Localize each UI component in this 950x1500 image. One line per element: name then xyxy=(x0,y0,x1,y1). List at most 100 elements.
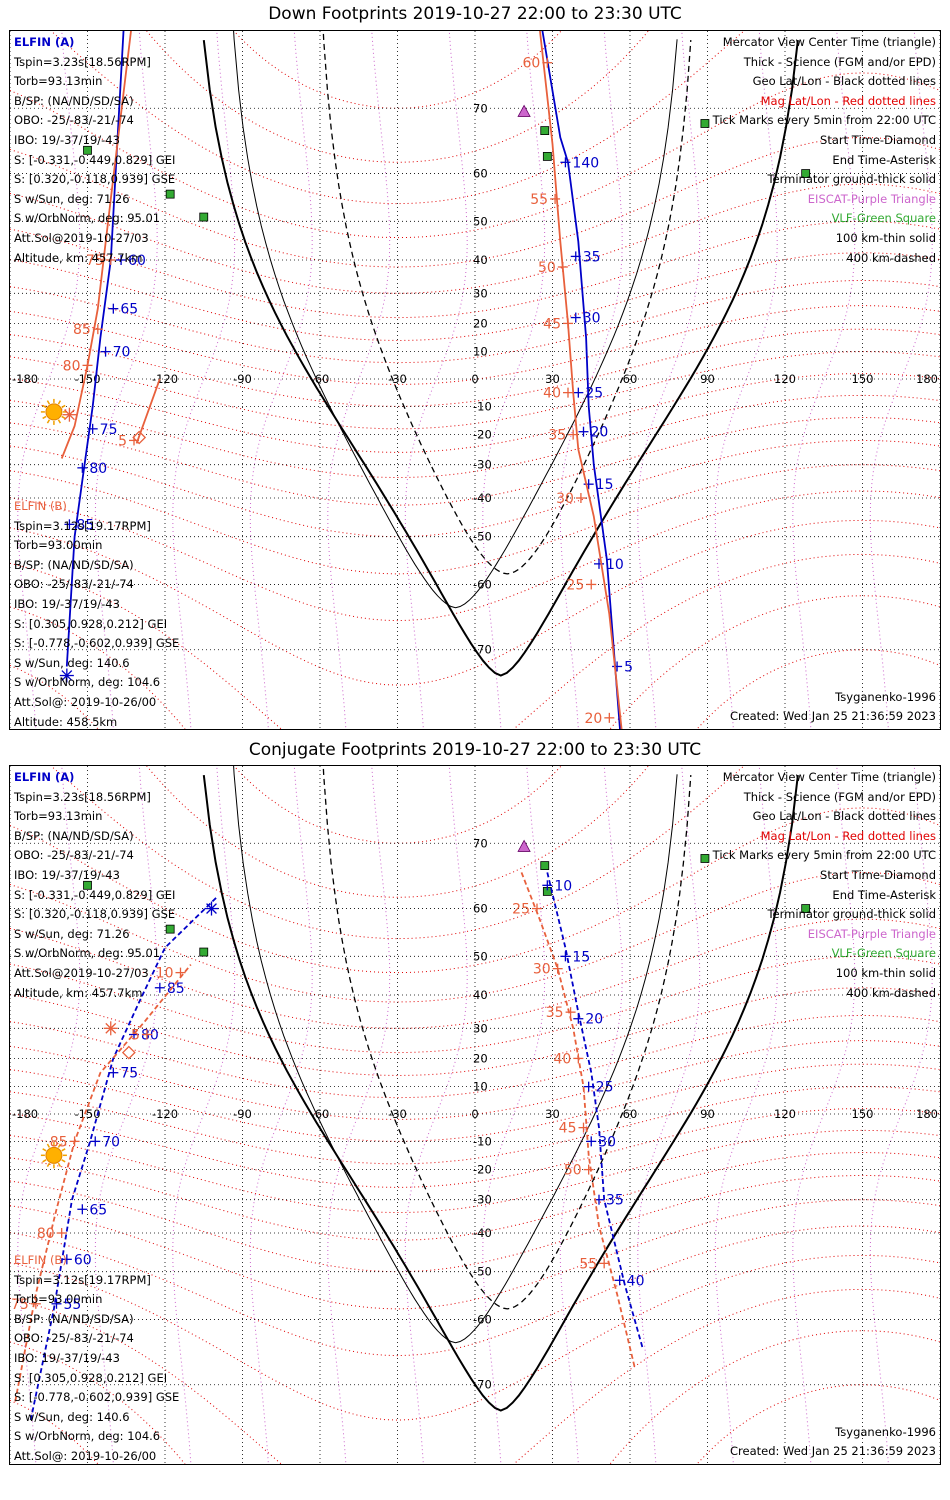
sun-ray xyxy=(61,1148,66,1152)
track-tick-label: 20 xyxy=(591,425,609,441)
elfin-b-line: S w/Sun, deg: 140.6 xyxy=(14,655,130,670)
lat-tick-label: 10 xyxy=(473,345,488,359)
down-map-svg: -70-60-50-40-30-20-1010203040506070-180-… xyxy=(10,31,940,729)
down-footprints-plot: -70 -60 -50 -40 -30 -20 -10 10 20 30 40 50 60 70 -180-… xyxy=(9,30,941,730)
elfin-a-line: S: [-0.331,-0.449,0.829] GEI xyxy=(14,887,176,902)
mag-lon-line xyxy=(869,31,933,729)
elfin-a-line: S: [0.320,-0.118,0.939] GSE xyxy=(14,907,176,922)
mag-lat-line xyxy=(10,918,940,1029)
lat-tick-label: 30 xyxy=(473,1021,488,1035)
legend-item: 400 km-dashed xyxy=(846,985,936,1000)
end-asterisk-icon xyxy=(105,1022,117,1034)
elfin-a-line: OBO: -25/-83/-21/-74 xyxy=(14,848,134,863)
lat-tick-label: 20 xyxy=(473,1051,488,1065)
vlf-square-icon xyxy=(801,904,811,913)
lon-tick-label: 120 xyxy=(774,372,796,386)
elfin-b-name: ELFIN (B) xyxy=(14,499,67,513)
track-tick-label: 85 xyxy=(76,517,94,533)
track-tick-label: 25 xyxy=(566,577,584,593)
vlf-square-icon xyxy=(165,189,175,199)
vlf-square-icon xyxy=(540,126,550,135)
lon-tick-label: -30 xyxy=(388,1107,407,1121)
mag-lon-line xyxy=(714,766,778,1464)
elfin-b-line: OBO: -25/-83/-21/-74 xyxy=(14,1331,134,1346)
track-tick-label: 35 xyxy=(583,249,601,265)
track-tick-label: 60 xyxy=(128,253,146,269)
mag-lon-line xyxy=(94,31,158,729)
elfin-a-line: IBO: 19/-37/19/-43 xyxy=(14,132,120,147)
mag-lon-line xyxy=(94,766,158,1464)
track-tick-label: 40 xyxy=(543,386,561,402)
lon-tick-label: -120 xyxy=(152,1107,178,1121)
created-label: Created: Wed Jan 25 21:36:59 2023 xyxy=(729,709,936,724)
legend-item: Thick - Science (FGM and/or EPD) xyxy=(743,54,936,69)
mag-lon-line xyxy=(714,31,778,729)
elfin-b-line: S w/OrbNorm, deg: 104.6 xyxy=(14,1429,161,1444)
legend-item: 100 km-thin solid xyxy=(835,230,936,245)
track-tick-label: 5 xyxy=(624,659,633,675)
eiscat-triangle-icon xyxy=(517,839,531,852)
lat-tick-label: 60 xyxy=(473,167,488,181)
terminator xyxy=(202,31,799,677)
sun-ray xyxy=(42,1159,47,1163)
elfin-b-track: 75 80 85 5 10 25 30 35 40 45 50 55 xyxy=(11,872,637,1402)
sun-ray xyxy=(42,1148,47,1152)
vlf-square-icon xyxy=(700,119,710,128)
elfin-a-line: Att.Sol@2019-10-27/03 xyxy=(14,965,149,980)
elfin-a-info: ELFIN (A) Tspin=3.23s[18.56RPM] Torb=93.… xyxy=(14,33,175,268)
mag-lon-line xyxy=(559,31,623,729)
track-tick-label: 20 xyxy=(585,1012,603,1028)
ground-terminator-line xyxy=(202,39,799,677)
legend-item: Terminator ground-thick solid xyxy=(767,172,936,187)
elfin-a-line: Att.Sol@2019-10-27/03 xyxy=(14,230,149,245)
elfin-b-line: B/SP: (NA/ND/SD/SA) xyxy=(14,1311,134,1326)
elfin-a-line: S: [-0.331,-0.449,0.829] GEI xyxy=(14,152,176,167)
terminator-100km-line xyxy=(233,31,678,609)
geo-grid: -70-60-50-40-30-20-1010203040506070-180-… xyxy=(10,31,940,729)
vlf-square-icon xyxy=(83,145,92,155)
vlf-square-icon xyxy=(540,861,550,870)
vlf-square-icon xyxy=(199,212,209,222)
elfin-b-info: ELFIN (B) Tspin=3.12s[19.17RPM] Torb=93.… xyxy=(14,497,179,729)
mag-lon-line xyxy=(792,31,856,729)
lat-tick-label: 20 xyxy=(473,316,488,330)
track-line xyxy=(520,872,637,1370)
lon-tick-label: 60 xyxy=(623,1107,638,1121)
lat-tick-label: -10 xyxy=(473,1134,492,1148)
vlf-square-icon xyxy=(801,169,811,178)
track-tick-label: 140 xyxy=(572,155,599,171)
track-tick-label: 50 xyxy=(564,1163,582,1179)
lat-tick-label: -40 xyxy=(473,1226,492,1240)
lat-tick-label: 30 xyxy=(473,286,488,300)
mag-lon-line xyxy=(17,31,81,729)
elfin-a-line: S w/OrbNorm, deg: 95.01 xyxy=(14,946,161,961)
elfin-b-line: Tspin=3.12s[19.17RPM] xyxy=(14,1272,151,1287)
track-tick-label: 10 xyxy=(156,966,174,982)
elfin-a-line: B/SP: (NA/ND/SD/SA) xyxy=(14,828,134,843)
legend-item: VLF-Green Square xyxy=(831,211,936,226)
legend-item: EISCAT-Purple Triangle xyxy=(807,926,936,941)
sun-ray xyxy=(42,415,47,420)
sun-ray xyxy=(46,1162,51,1167)
mag-lat-line xyxy=(10,464,940,575)
sun-ray xyxy=(46,1143,51,1148)
lon-tick-label: -120 xyxy=(152,372,178,386)
lon-tick-label: -150 xyxy=(74,1107,100,1121)
lon-tick-label: -30 xyxy=(388,372,407,386)
legend-item: End Time-Asterisk xyxy=(832,152,936,167)
lat-tick-label: 70 xyxy=(473,101,488,115)
track-tick-label: 80 xyxy=(63,358,81,374)
mag-lat-line xyxy=(233,31,562,109)
lon-tick-label: 180 xyxy=(916,372,938,386)
track-tick-label: 70 xyxy=(113,345,131,361)
vlf-square-icon xyxy=(542,152,552,161)
elfin-a-line: Tspin=3.23s[18.56RPM] xyxy=(14,54,151,69)
legend-item: 100 km-thin solid xyxy=(835,965,936,980)
elfin-a-line: Torb=93.13min xyxy=(14,809,103,824)
elfin-a-line: S: [0.320,-0.118,0.939] GSE xyxy=(14,172,176,187)
elfin-a-info: ELFIN (A) Tspin=3.23s[18.56RPM] Torb=93.… xyxy=(14,768,175,1003)
legend-item: Mercator View Center Time (triangle) xyxy=(722,35,936,49)
lat-tick-label: -10 xyxy=(473,399,492,413)
legend-item: Tick Marks every 5min from 22:00 UTC xyxy=(712,113,936,128)
